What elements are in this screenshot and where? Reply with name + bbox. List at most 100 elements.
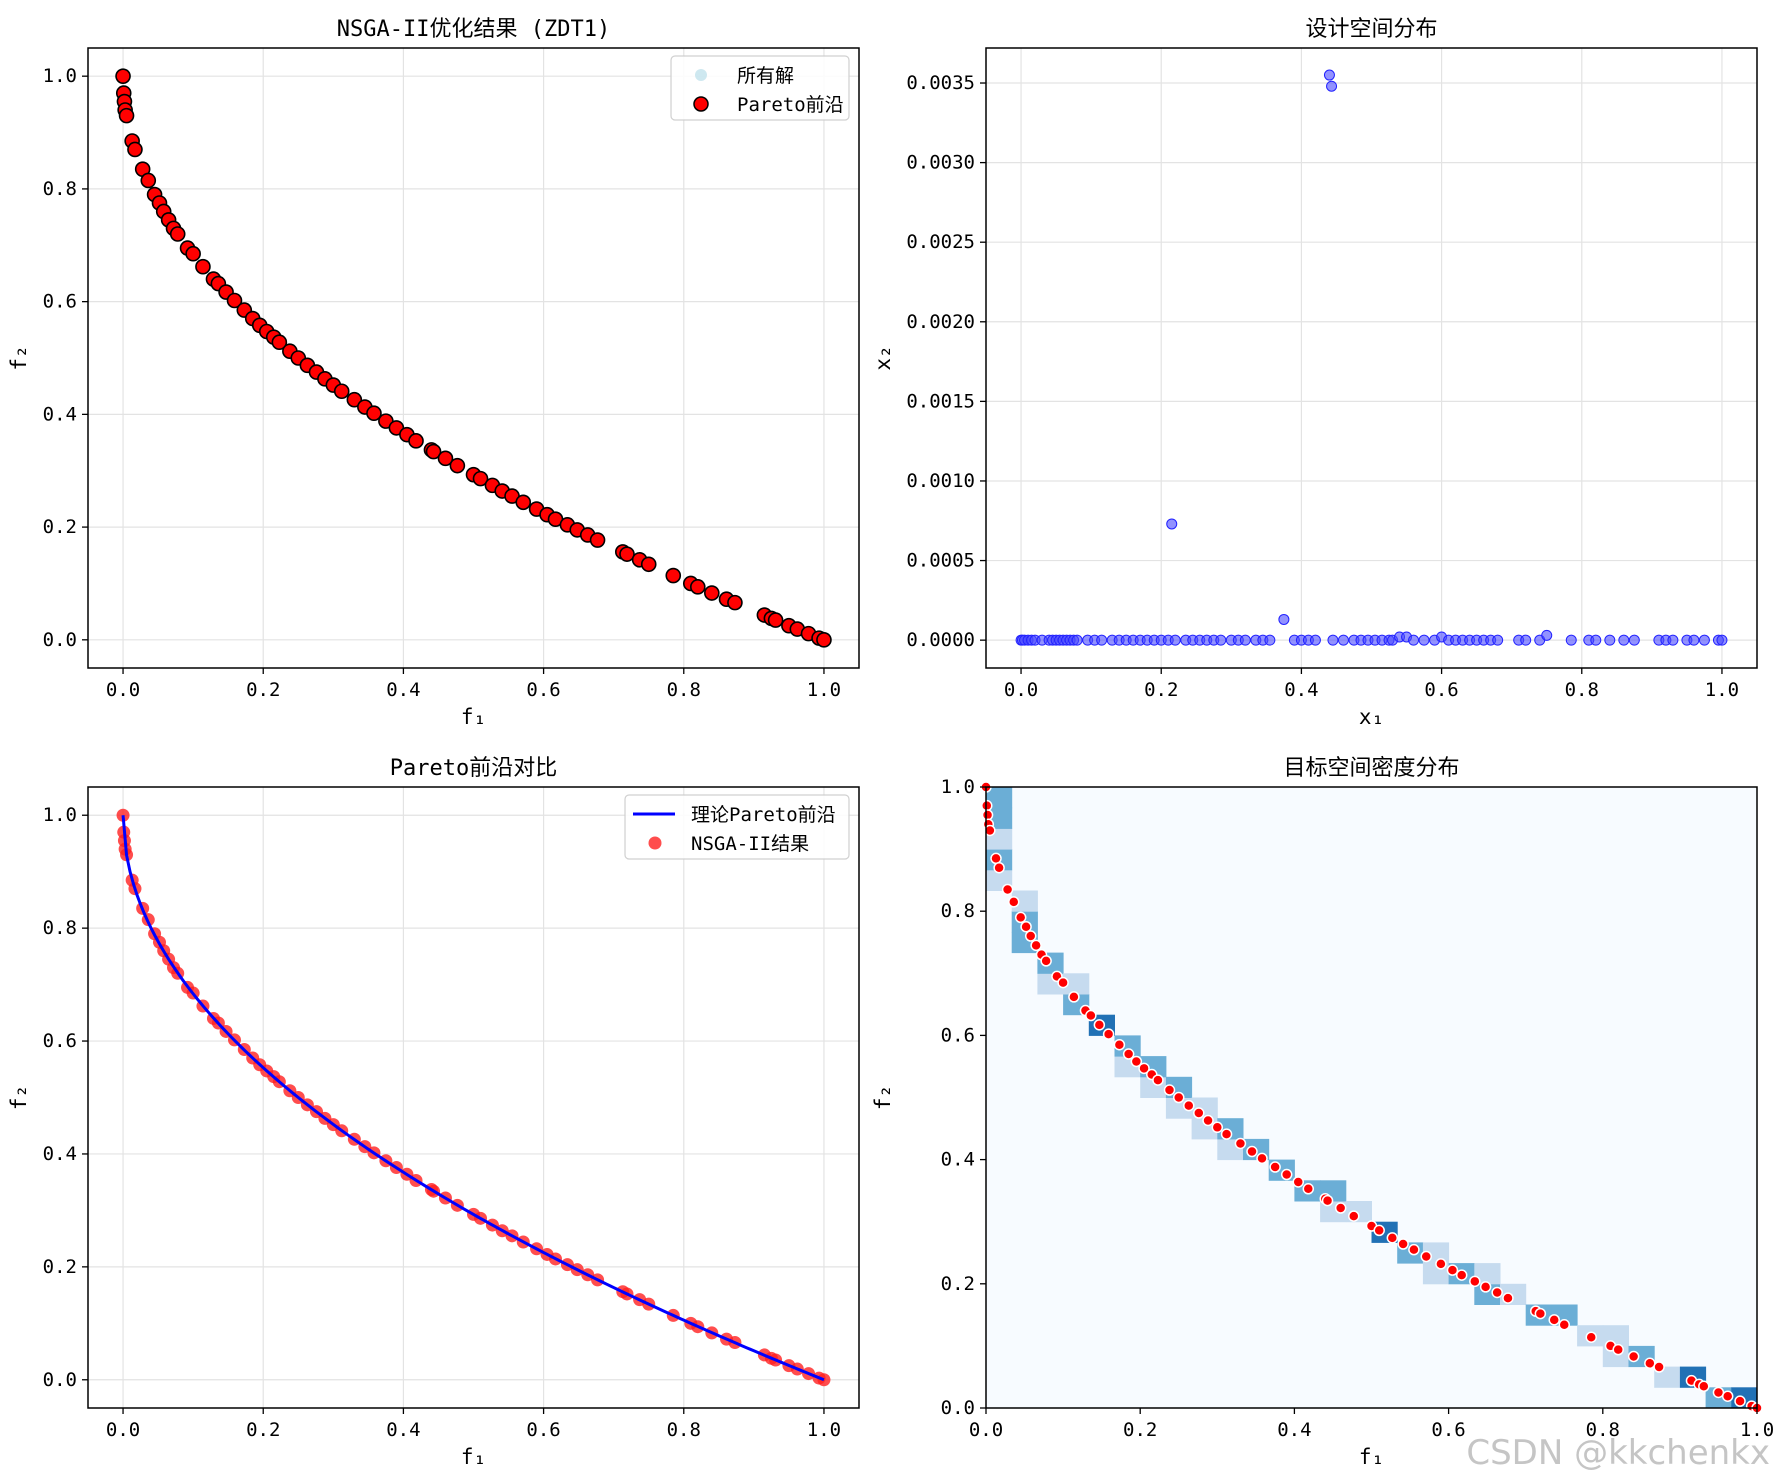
x-axis-label: f₁ [461, 705, 486, 729]
chart-title: 目标空间密度分布 [1283, 756, 1459, 781]
density-point [1712, 1386, 1725, 1399]
chart-title: Pareto前沿对比 [390, 756, 557, 781]
density-point [1653, 1361, 1665, 1373]
density-point [981, 809, 994, 821]
design-point [1309, 634, 1321, 646]
density-point [1163, 1084, 1176, 1096]
density-point [1256, 1152, 1268, 1165]
axes-frame [87, 786, 860, 1409]
y-tick-label: 0.4 [43, 403, 77, 425]
pareto-point [515, 494, 532, 511]
pareto-point [408, 433, 424, 449]
panel-1: 0.0 0.2 0.4 0.6 0.8 1.0 0.0 0.2 0.4 0.6 0.8 1.0 NSGA… [7, 17, 860, 729]
pareto-point [640, 556, 657, 573]
density-point [1435, 1258, 1447, 1270]
axes-frame [985, 47, 1758, 669]
x-tick-label: 0.0 [1004, 679, 1038, 701]
legend-dot-marker [695, 69, 707, 81]
density-point [1014, 911, 1027, 924]
density-point [1068, 991, 1080, 1003]
y-tick-label: 0.8 [941, 900, 975, 922]
nsga-result-point [817, 1373, 831, 1387]
pareto-point [472, 470, 489, 487]
axes-frame [87, 47, 860, 669]
plot-area [986, 48, 1757, 668]
density-point [1469, 1275, 1481, 1288]
design-point [1492, 634, 1504, 646]
density-point [1386, 1232, 1399, 1244]
y-tick-label: 0.2 [43, 516, 77, 538]
density-point [1534, 1307, 1547, 1320]
density-point [1020, 920, 1032, 933]
density-point [1093, 1019, 1106, 1031]
y-tick-label: 0.0000 [906, 629, 975, 651]
heatmap-cell [986, 787, 1013, 809]
pareto-point [816, 632, 832, 648]
chart-title: 设计空间分布 [1305, 17, 1437, 42]
design-point [1323, 69, 1335, 81]
heatmap-cell [1011, 890, 1038, 912]
y-tick-label: 0.6 [941, 1024, 975, 1046]
x-tick-label: 1.0 [1705, 679, 1739, 701]
design-point [1326, 80, 1338, 92]
legend-label: Pareto前沿 [737, 94, 844, 116]
x-axis-label: x₁ [1359, 705, 1384, 729]
design-point [1418, 634, 1430, 646]
design-point [1327, 634, 1339, 646]
pareto-point [704, 585, 720, 601]
design-point [1698, 634, 1710, 646]
density-point [1612, 1343, 1624, 1356]
pareto-point [333, 383, 350, 400]
legend-box [624, 794, 850, 860]
heatmap-cell [1474, 1263, 1501, 1285]
density-point [1408, 1243, 1420, 1256]
x-tick-label: 1.0 [807, 679, 841, 701]
y-tick-label: 0.0 [43, 1369, 77, 1391]
x-tick-label: 0.8 [1565, 679, 1599, 701]
legend-label: 所有解 [737, 65, 794, 87]
density-point [1211, 1121, 1224, 1134]
design-point [1541, 629, 1553, 641]
density-point [1280, 1168, 1293, 1181]
y-tick-label: 0.6 [43, 291, 77, 313]
density-point [1721, 1390, 1734, 1402]
pareto-point [169, 226, 186, 242]
density-point [1001, 883, 1014, 896]
design-point [1628, 634, 1640, 646]
density-point [1102, 1028, 1115, 1040]
density-point [1183, 1099, 1195, 1112]
design-point [1618, 634, 1630, 646]
density-point [1008, 896, 1020, 908]
x-tick-label: 1.0 [807, 1419, 841, 1441]
y-axis-label: x₂ [871, 345, 895, 370]
density-point [993, 861, 1005, 874]
density-point [1585, 1331, 1597, 1343]
density-point [1040, 955, 1052, 967]
density-point [1558, 1319, 1570, 1331]
y-axis-label: f₂ [7, 1085, 31, 1110]
design-point [1565, 634, 1577, 646]
x-tick-label: 0.2 [1123, 1419, 1157, 1441]
x-tick-label: 0.4 [386, 1419, 420, 1441]
y-tick-label: 0.0015 [906, 390, 975, 412]
x-tick-label: 0.4 [1277, 1419, 1311, 1441]
y-tick-label: 1.0 [43, 804, 77, 826]
design-point [1071, 634, 1083, 646]
pareto-point [727, 594, 743, 611]
plot-area [88, 787, 859, 1408]
x-tick-label: 1.0 [1740, 1419, 1774, 1441]
y-tick-label: 0.0005 [906, 550, 975, 572]
design-point [1688, 634, 1700, 646]
y-tick-label: 0.0 [941, 1397, 975, 1419]
density-point [1420, 1250, 1432, 1263]
y-tick-label: 0.8 [43, 917, 77, 939]
legend-dot-marker [693, 96, 709, 112]
density-point [1202, 1114, 1214, 1127]
pareto-point [366, 405, 382, 422]
density-point [984, 824, 996, 837]
pareto-point [127, 141, 143, 158]
watermark: CSDN @kkchenkx [1466, 1433, 1770, 1473]
x-tick-label: 0.0 [969, 1419, 1003, 1441]
plot-area [88, 48, 859, 668]
